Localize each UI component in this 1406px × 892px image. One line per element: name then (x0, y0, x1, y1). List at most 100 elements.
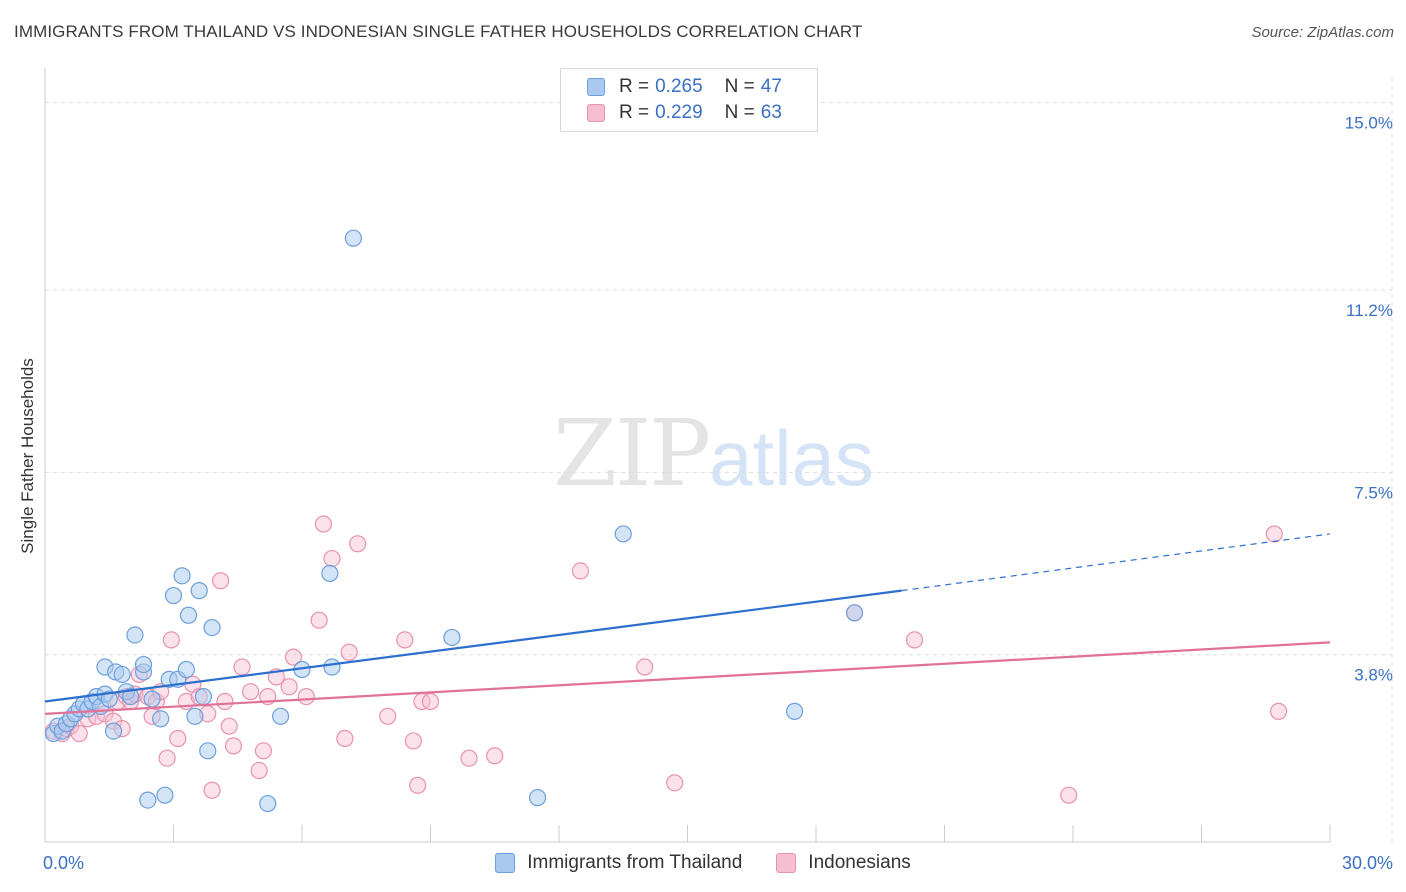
thailand-point (190, 582, 208, 600)
legend-swatch-thailand (587, 78, 605, 96)
thailand-point (199, 742, 217, 760)
series-thailand-points (44, 229, 864, 813)
y-tick-label: 15.0% (1345, 114, 1393, 133)
thailand-point (139, 791, 157, 809)
indonesians-point (340, 643, 358, 661)
thailand-point (113, 665, 131, 684)
series-legend-swatch-indonesians (776, 853, 797, 873)
thailand-point (614, 525, 632, 543)
thailand-point (443, 628, 461, 647)
indonesians-point (336, 729, 354, 748)
series-legend: Immigrants from Thailand Indonesians (0, 852, 1406, 874)
thailand-point (323, 658, 341, 676)
thailand-point (259, 794, 277, 813)
y-tick-label: 7.5% (1354, 483, 1393, 502)
indonesians-point (349, 535, 367, 553)
indonesians-point (250, 761, 268, 780)
thailand-point (164, 586, 183, 605)
indonesians-point (158, 749, 176, 767)
indonesians-point (212, 572, 230, 590)
thailand-point (344, 229, 362, 247)
source-label: Source: ZipAtlas.com (1251, 24, 1394, 41)
y-tick-label: 11.2% (1346, 301, 1393, 320)
thailand-point (271, 707, 290, 725)
thailand-point (134, 655, 153, 674)
thailand-point (156, 786, 174, 804)
indonesians-point (203, 781, 221, 799)
tick-labels: 3.8% 7.5% 11.2% 15.0% 0.0% 30.0% (43, 114, 1393, 873)
indonesians-point (666, 774, 684, 792)
indonesians-point (314, 515, 333, 533)
series-legend-swatch-thailand (495, 853, 516, 873)
legend-n-label: N = (724, 76, 755, 97)
indonesians-point (162, 631, 180, 649)
indonesians-point (216, 692, 234, 711)
watermark: ZIPatlas (553, 400, 874, 507)
indonesians-trend-line (44, 641, 1331, 715)
indonesians-point (254, 742, 273, 760)
indonesians-point (636, 658, 654, 676)
thailand-point (179, 606, 198, 624)
indonesians-point (1269, 702, 1288, 720)
indonesians-point (460, 749, 478, 767)
thailand-point (186, 707, 204, 725)
watermark-atlas: atlas (709, 414, 874, 502)
thailand-trend-line (44, 589, 902, 703)
thailand-point (122, 687, 140, 706)
grid-lines (45, 78, 1393, 842)
indonesians-point (297, 687, 315, 706)
indonesians-point (571, 562, 590, 580)
indonesians-point (242, 683, 260, 701)
thailand-point (785, 702, 804, 720)
correlation-legend: R = 0.265 N = 47 R = 0.229 N = 63 (560, 68, 818, 132)
thailand-point (321, 564, 339, 582)
thailand-point (126, 626, 144, 644)
series-legend-label-thailand: Immigrants from Thailand (527, 852, 743, 873)
indonesians-point (169, 729, 187, 748)
legend-row-thailand: R = 0.265 N = 47 (587, 75, 782, 99)
indonesians-point (905, 631, 924, 649)
legend-row-indonesians: R = 0.229 N = 63 (587, 101, 782, 125)
chart-title: IMMIGRANTS FROM THAILAND VS INDONESIAN S… (14, 22, 863, 41)
indonesians-point (323, 549, 341, 568)
legend-n-value-indonesians: 63 (760, 102, 782, 123)
indonesians-point (379, 707, 397, 725)
thailand-point (104, 722, 123, 740)
indonesians-point (421, 692, 440, 711)
trend-lines (44, 533, 1331, 715)
thailand-point (177, 660, 195, 679)
indonesians-point (280, 678, 298, 696)
series-legend-thailand[interactable]: Immigrants from Thailand (495, 852, 742, 874)
indonesians-point (233, 658, 251, 676)
indonesians-point (396, 631, 414, 649)
indonesians-point (409, 776, 427, 794)
thailand-trend-extension (901, 533, 1331, 592)
watermark-zip: ZIP (553, 400, 711, 507)
y-axis-label: Single Father Households (18, 358, 37, 554)
legend-n-label: N = (724, 102, 755, 123)
thailand-point (100, 690, 118, 708)
thailand-point (203, 618, 221, 637)
thailand-point (528, 789, 547, 807)
y-tick-label: 3.8% (1354, 666, 1393, 685)
series-legend-label-indonesians: Indonesians (808, 852, 911, 873)
indonesians-point (1060, 786, 1078, 804)
indonesians-point (1265, 525, 1283, 543)
thailand-point (845, 604, 864, 622)
indonesians-point (284, 648, 303, 666)
indonesians-point (224, 737, 243, 755)
thailand-point (194, 687, 213, 706)
indonesians-point (486, 747, 504, 765)
legend-r-label: R = (619, 102, 650, 123)
indonesians-point (310, 611, 328, 629)
legend-r-label: R = (619, 76, 650, 97)
legend-r-value-indonesians: 0.229 (655, 102, 703, 123)
thailand-point (173, 567, 191, 585)
legend-n-value-thailand: 47 (760, 76, 782, 97)
x-tick-label-min: 0.0% (43, 853, 84, 873)
series-legend-indonesians[interactable]: Indonesians (776, 852, 911, 874)
indonesians-point (70, 724, 88, 743)
thailand-point (143, 690, 161, 708)
legend-swatch-indonesians (587, 104, 605, 122)
